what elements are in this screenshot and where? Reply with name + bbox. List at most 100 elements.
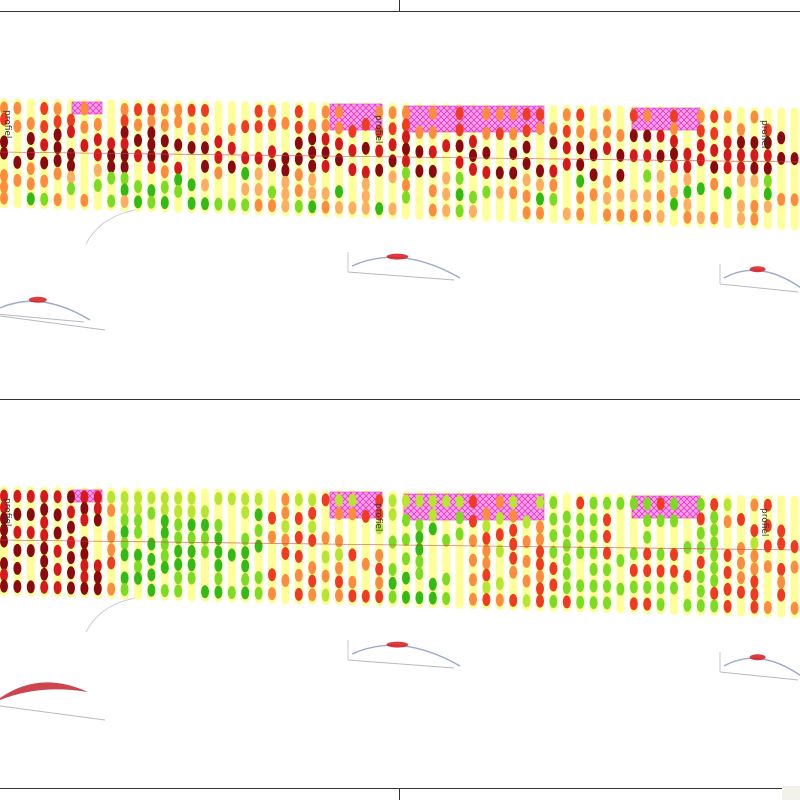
data-dot — [120, 525, 129, 539]
corridor-strip — [696, 106, 705, 228]
data-dot — [455, 123, 464, 137]
data-dot — [201, 178, 209, 192]
data-dot — [0, 579, 8, 593]
data-dot — [53, 154, 62, 168]
profile-sketch-right-mark — [749, 266, 766, 273]
data-dot — [174, 504, 183, 518]
data-dot — [348, 201, 357, 215]
data-dot — [616, 128, 625, 142]
data-dot — [80, 139, 89, 153]
corridor-strip — [616, 493, 625, 614]
data-dot — [589, 529, 598, 543]
data-dot — [174, 184, 183, 198]
data-dot — [67, 159, 75, 173]
corridor-strip — [616, 105, 625, 226]
data-dot — [469, 135, 477, 149]
data-dot — [107, 194, 116, 208]
data-dot — [522, 157, 531, 171]
data-dot — [723, 599, 732, 613]
data-dot — [160, 560, 169, 574]
data-dot — [777, 537, 786, 551]
data-dot — [603, 496, 611, 510]
data-dot — [549, 594, 558, 608]
data-dot — [428, 106, 437, 120]
map-panel-bottom[interactable]: profiel profiel profiel — [0, 400, 800, 786]
data-dot — [643, 580, 652, 594]
profile-sketch-right-baseline — [719, 283, 799, 293]
data-dot — [53, 115, 62, 129]
data-dot — [643, 547, 652, 561]
data-dot — [482, 568, 491, 582]
data-dot — [576, 191, 585, 205]
data-dot — [335, 137, 343, 151]
data-dot — [603, 208, 611, 222]
data-dot — [495, 166, 504, 180]
data-dot — [696, 497, 705, 511]
corridor-strip — [737, 494, 745, 617]
data-dot — [402, 571, 410, 585]
data-dot — [80, 581, 89, 595]
data-dot — [147, 149, 156, 163]
data-dot — [522, 124, 531, 138]
map-panel-top[interactable]: profiel profiel profiel — [0, 12, 800, 398]
data-dot — [93, 570, 102, 584]
data-dot — [710, 160, 719, 174]
data-dot — [670, 147, 678, 161]
data-dot — [201, 505, 209, 519]
data-dot — [40, 515, 49, 529]
data-dot — [201, 103, 209, 117]
data-dot — [603, 563, 611, 577]
data-dot — [790, 193, 799, 207]
data-dot — [589, 546, 598, 560]
profile-sketch-left-baseline — [0, 313, 85, 323]
data-dot — [710, 143, 719, 157]
data-dot — [750, 524, 759, 538]
data-dot — [308, 533, 317, 547]
data-dot — [13, 489, 22, 503]
data-dot — [656, 209, 665, 223]
data-dot — [321, 569, 330, 583]
data-dot — [643, 189, 652, 203]
data-dot — [160, 549, 169, 563]
data-dot — [201, 531, 209, 545]
data-dot — [750, 148, 759, 162]
data-dot — [509, 107, 518, 121]
data-dot — [40, 490, 49, 504]
data-dot — [201, 122, 209, 136]
corridor-strip — [227, 100, 236, 215]
data-dot — [482, 107, 491, 121]
profile-sketch-left-fill — [0, 682, 88, 700]
data-dot — [549, 545, 558, 559]
data-dot — [53, 508, 62, 522]
data-dot — [750, 600, 759, 614]
data-dot — [509, 186, 518, 200]
data-dot — [160, 537, 169, 551]
data-dot — [147, 137, 156, 151]
data-dot — [0, 568, 8, 582]
data-dot — [415, 567, 424, 581]
data-dot — [750, 174, 759, 188]
data-dot — [522, 574, 531, 588]
data-dot — [402, 106, 410, 120]
data-dot — [13, 543, 22, 557]
data-dot — [375, 521, 384, 535]
data-dot — [777, 131, 786, 145]
map-canvas-top[interactable]: profiel profiel profiel — [0, 12, 800, 398]
data-dot — [93, 133, 102, 147]
data-dot — [308, 574, 317, 588]
map-canvas-bottom[interactable]: profiel profiel profiel — [0, 400, 800, 786]
data-dot — [281, 152, 290, 166]
data-dot — [241, 167, 250, 181]
data-dot — [187, 141, 196, 155]
data-dot — [696, 584, 705, 598]
data-dot — [750, 536, 759, 550]
data-dot — [375, 125, 384, 139]
data-dot — [777, 562, 786, 576]
data-dot — [388, 507, 397, 521]
section-line — [0, 539, 800, 551]
data-dot — [214, 150, 223, 164]
data-dot — [107, 490, 116, 504]
data-dot — [375, 163, 384, 177]
data-dot — [603, 175, 611, 189]
data-dot — [670, 134, 678, 148]
